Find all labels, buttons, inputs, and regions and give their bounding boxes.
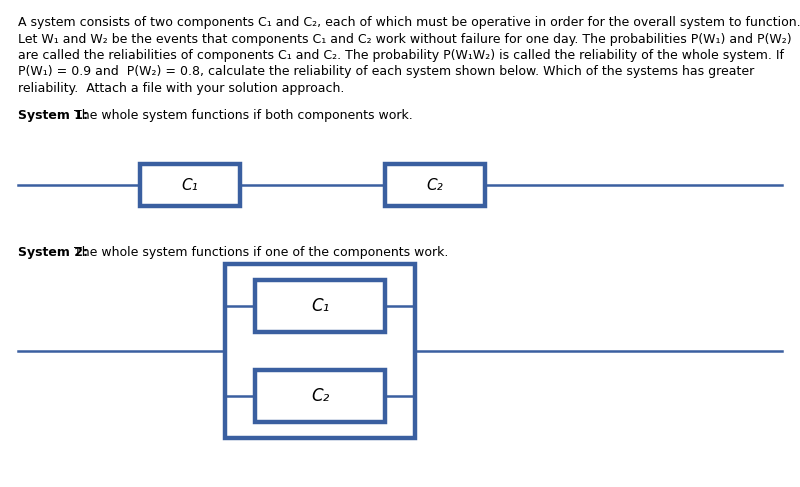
Text: The whole system functions if one of the components work.: The whole system functions if one of the…: [70, 246, 448, 259]
Text: System 2:: System 2:: [18, 246, 88, 259]
Text: The whole system functions if both components work.: The whole system functions if both compo…: [70, 109, 413, 121]
Text: A system consists of two components C₁ and C₂, each of which must be operative i: A system consists of two components C₁ a…: [18, 16, 800, 29]
Bar: [385, 164, 485, 206]
Text: C₂: C₂: [426, 177, 443, 192]
Bar: [255, 370, 385, 422]
Text: C₁: C₁: [182, 177, 198, 192]
Text: C₂: C₂: [311, 387, 329, 405]
Text: Let W₁ and W₂ be the events that components C₁ and C₂ work without failure for o: Let W₁ and W₂ be the events that compone…: [18, 33, 792, 45]
Bar: [255, 280, 385, 332]
Text: P(W₁) = 0.9 and  P(W₂) = 0.8, calculate the reliability of each system shown bel: P(W₁) = 0.9 and P(W₂) = 0.8, calculate t…: [18, 65, 754, 78]
Bar: [225, 264, 415, 438]
Bar: [140, 164, 240, 206]
Text: are called the reliabilities of components C₁ and C₂. The probability P(W₁W₂) is: are called the reliabilities of componen…: [18, 49, 784, 62]
Text: reliability.  Attach a file with your solution approach.: reliability. Attach a file with your sol…: [18, 82, 344, 95]
Text: C₁: C₁: [311, 297, 329, 315]
Text: System 1:: System 1:: [18, 109, 88, 121]
